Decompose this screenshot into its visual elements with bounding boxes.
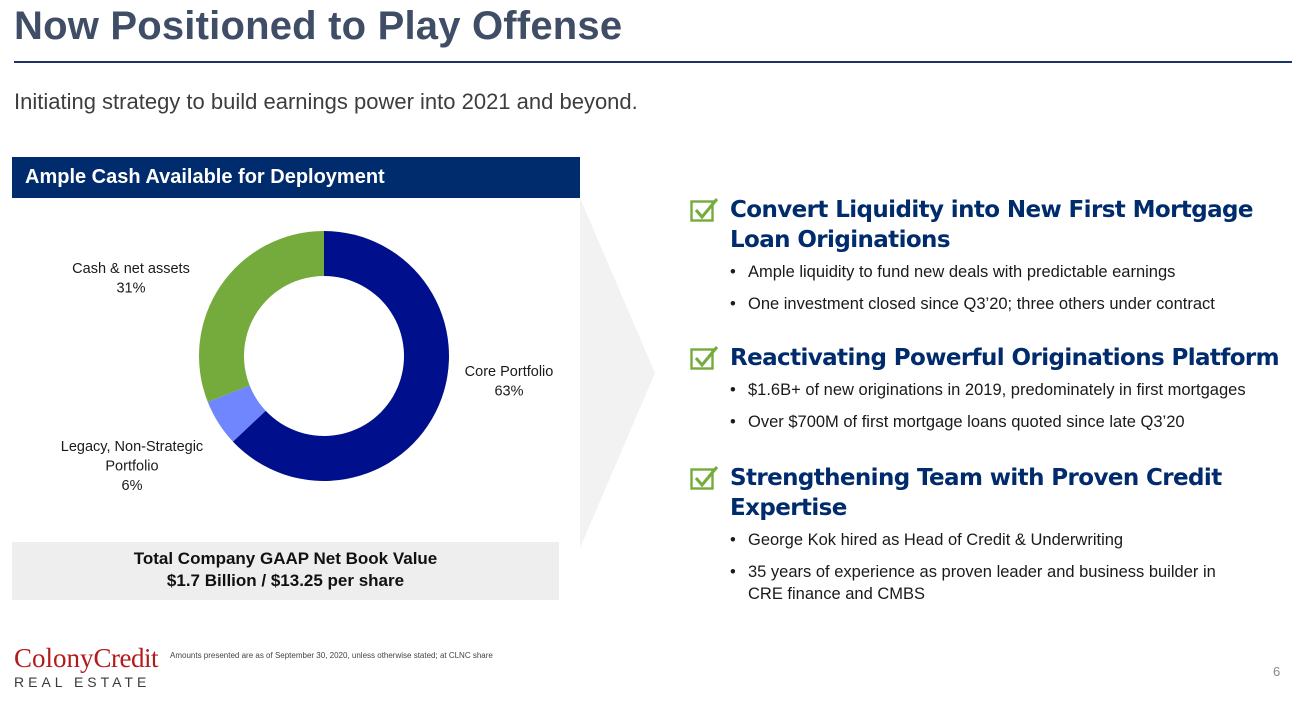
chevron-arrow-icon xyxy=(580,198,655,548)
slide-title: Now Positioned to Play Offense xyxy=(14,4,623,48)
chart-panel-header: Ample Cash Available for Deployment xyxy=(12,157,580,198)
bullet-text: CRE finance and CMBS xyxy=(748,585,925,603)
donut-slice xyxy=(199,231,324,403)
summary-label: Total Company GAAP Net Book Value xyxy=(133,549,438,568)
section-heading: Strengthening Team with Proven Credit Ex… xyxy=(690,463,1290,523)
footnote: Amounts presented are as of September 30… xyxy=(170,651,493,660)
slice-category-label: Cash & net assets xyxy=(72,261,190,277)
section-title-line: Reactivating Powerful Originations Platf… xyxy=(730,345,1280,371)
section-title-line: Strengthening Team with Proven Credit Ex… xyxy=(730,465,1222,521)
checkbox-checked-icon xyxy=(690,198,719,222)
company-logo: ColonyCredit REAL ESTATE xyxy=(14,643,159,690)
bullet-list: $1.6B+ of new originations in 2019, pred… xyxy=(690,379,1290,433)
logo-subtitle: REAL ESTATE xyxy=(14,674,151,690)
strategy-section: Reactivating Powerful Originations Platf… xyxy=(690,343,1290,443)
bullet-text: One investment closed since Q3’20; three… xyxy=(748,295,1215,313)
bullet-item: 35 years of experience as proven leader … xyxy=(730,561,1290,605)
strategy-section: Convert Liquidity into New First Mortgag… xyxy=(690,195,1290,325)
slice-category-label: Portfolio xyxy=(105,459,158,475)
bullet-text: Over $700M of first mortgage loans quote… xyxy=(748,413,1185,431)
logo-word-credit: Credit xyxy=(93,643,159,673)
bullet-list: Ample liquidity to fund new deals with p… xyxy=(690,261,1290,315)
bullet-text: 35 years of experience as proven leader … xyxy=(748,563,1216,581)
slide-subtitle: Initiating strategy to build earnings po… xyxy=(14,89,638,114)
slice-value-label: 6% xyxy=(122,478,143,494)
bullet-text: Ample liquidity to fund new deals with p… xyxy=(748,263,1176,281)
slice-value-label: 31% xyxy=(116,281,145,297)
slice-value-label: 63% xyxy=(494,384,523,400)
bullet-item: Over $700M of first mortgage loans quote… xyxy=(730,411,1290,433)
net-book-value-box: Total Company GAAP Net Book Value $1.7 B… xyxy=(12,542,559,600)
donut-chart: Core Portfolio 63% Legacy, Non-Strategic Po… xyxy=(61,231,554,494)
section-heading: Convert Liquidity into New First Mortgag… xyxy=(690,195,1290,255)
section-title-line: Convert Liquidity into New First Mortgag… xyxy=(730,197,1253,223)
section-title-line: Loan Originations xyxy=(730,227,951,253)
title-divider xyxy=(14,61,1292,63)
page-number: 6 xyxy=(1273,664,1281,679)
logo-word-colony: Colony xyxy=(14,643,94,673)
checkbox-checked-icon xyxy=(690,466,719,490)
bullet-text: $1.6B+ of new originations in 2019, pred… xyxy=(748,381,1246,399)
slice-category-label: Core Portfolio xyxy=(465,364,554,380)
bullet-item: One investment closed since Q3’20; three… xyxy=(730,293,1290,315)
summary-value: $1.7 Billion / $13.25 per share xyxy=(166,571,405,590)
checkbox-checked-icon xyxy=(690,346,719,370)
section-heading: Reactivating Powerful Originations Platf… xyxy=(690,343,1290,373)
bullet-item: George Kok hired as Head of Credit & Und… xyxy=(730,529,1290,551)
bullet-text: George Kok hired as Head of Credit & Und… xyxy=(748,531,1124,549)
bullet-list: George Kok hired as Head of Credit & Und… xyxy=(690,529,1290,605)
donut-slice xyxy=(207,385,266,442)
slice-category-label: Legacy, Non-Strategic xyxy=(61,439,203,455)
bullet-item: $1.6B+ of new originations in 2019, pred… xyxy=(730,379,1290,401)
donut-slice xyxy=(232,231,449,481)
strategy-section: Strengthening Team with Proven Credit Ex… xyxy=(690,463,1290,615)
bullet-item: Ample liquidity to fund new deals with p… xyxy=(730,261,1290,283)
